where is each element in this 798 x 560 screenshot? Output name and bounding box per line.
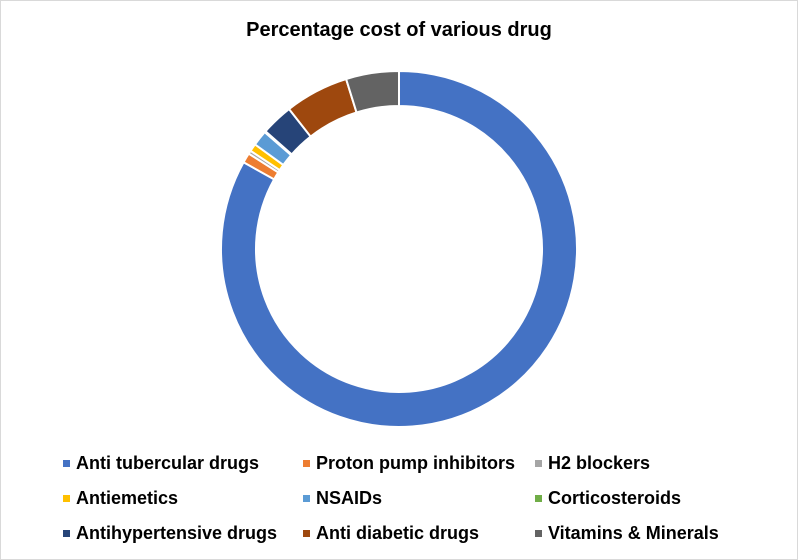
- chart-title: Percentage cost of various drug: [246, 19, 552, 41]
- legend-label: NSAIDs: [316, 488, 383, 508]
- donut-slice-anti-tubercular-drugs: [220, 69, 578, 428]
- legend-swatch: [535, 460, 542, 467]
- legend-swatch: [63, 495, 70, 502]
- legend-item: Vitamins & Minerals: [535, 523, 735, 544]
- legend-label: Anti tubercular drugs: [76, 453, 260, 473]
- legend-label: Proton pump inhibitors: [316, 453, 515, 473]
- legend-swatch: [303, 495, 310, 502]
- legend-label: Vitamins & Minerals: [548, 523, 719, 543]
- legend-item: Anti tubercular drugs: [63, 453, 303, 474]
- legend-label: Antihypertensive drugs: [76, 523, 278, 543]
- legend-swatch: [535, 530, 542, 537]
- legend-item: Antihypertensive drugs: [63, 523, 303, 544]
- legend-item: Anti diabetic drugs: [303, 523, 535, 544]
- donut-slice-vitamins-minerals: [344, 69, 400, 114]
- legend-label: Corticosteroids: [548, 488, 682, 508]
- legend-swatch: [63, 460, 70, 467]
- legend-item: Corticosteroids: [535, 488, 735, 509]
- legend-item: Proton pump inhibitors: [303, 453, 535, 474]
- legend-swatch: [535, 495, 542, 502]
- legend-swatch: [303, 460, 310, 467]
- legend-label: Anti diabetic drugs: [316, 523, 480, 543]
- legend-item: NSAIDs: [303, 488, 535, 509]
- legend-swatch: [303, 530, 310, 537]
- legend-item: H2 blockers: [535, 453, 735, 474]
- legend-label: Antiemetics: [76, 488, 179, 508]
- legend-label: H2 blockers: [548, 453, 651, 473]
- legend-swatch: [63, 530, 70, 537]
- legend-item: Antiemetics: [63, 488, 303, 509]
- legend: Anti tubercular drugs Proton pump inhibit…: [63, 453, 763, 544]
